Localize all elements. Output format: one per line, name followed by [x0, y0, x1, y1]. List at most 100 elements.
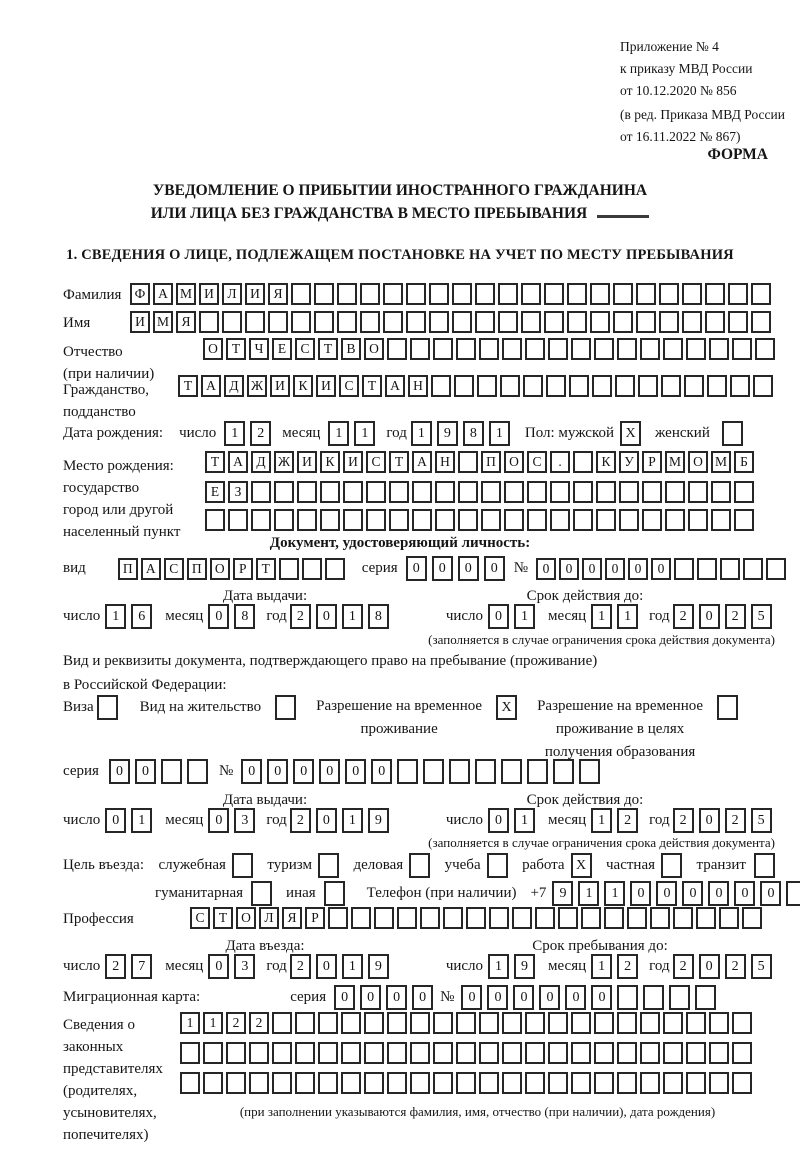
form-cell[interactable] — [686, 1072, 706, 1094]
form-cell[interactable] — [619, 509, 639, 531]
form-cell[interactable] — [410, 338, 430, 360]
form-cell[interactable]: С — [190, 907, 210, 929]
form-cell[interactable] — [638, 375, 658, 397]
form-cell[interactable] — [479, 1072, 499, 1094]
form-cell[interactable] — [525, 1072, 545, 1094]
form-cell[interactable] — [659, 283, 679, 305]
form-cell[interactable]: 0 — [457, 556, 479, 581]
form-cell[interactable]: 0 — [134, 759, 156, 784]
form-cell[interactable] — [397, 759, 419, 784]
form-cell[interactable] — [274, 481, 294, 503]
form-cell[interactable]: Т — [362, 375, 382, 397]
form-cell[interactable] — [682, 283, 702, 305]
form-cell[interactable] — [502, 1012, 522, 1034]
form-cell[interactable]: З — [228, 481, 248, 503]
form-cell[interactable] — [481, 509, 501, 531]
form-cell[interactable] — [636, 283, 656, 305]
form-cell[interactable] — [301, 557, 322, 580]
form-cell[interactable]: Я — [176, 311, 196, 333]
form-cell[interactable] — [160, 759, 182, 784]
form-cell[interactable] — [295, 1072, 315, 1094]
form-cell[interactable]: У — [619, 451, 639, 473]
form-cell[interactable] — [548, 1042, 568, 1064]
form-cell[interactable]: Т — [389, 451, 409, 473]
form-cell[interactable] — [663, 338, 683, 360]
form-cell[interactable] — [387, 1042, 407, 1064]
form-cell[interactable] — [412, 481, 432, 503]
form-cell[interactable] — [696, 907, 716, 929]
form-cell[interactable] — [452, 283, 472, 305]
form-cell[interactable]: 0 — [734, 881, 756, 906]
form-cell[interactable] — [594, 1072, 614, 1094]
form-cell[interactable]: С — [163, 557, 184, 580]
form-cell[interactable] — [443, 907, 463, 929]
form-cell[interactable]: 2 — [617, 808, 639, 833]
form-cell[interactable] — [423, 759, 445, 784]
form-cell[interactable]: Т — [178, 375, 198, 397]
form-cell[interactable] — [617, 985, 639, 1010]
form-cell[interactable]: О — [209, 557, 230, 580]
form-cell[interactable]: 0 — [315, 808, 337, 833]
form-cell[interactable] — [479, 1042, 499, 1064]
form-cell[interactable] — [475, 283, 495, 305]
form-cell[interactable] — [458, 509, 478, 531]
form-cell[interactable] — [544, 283, 564, 305]
form-cell[interactable]: С — [339, 375, 359, 397]
form-cell[interactable] — [669, 985, 691, 1010]
form-cell[interactable] — [674, 557, 694, 580]
form-cell[interactable] — [688, 509, 708, 531]
purpose-private-checkbox[interactable] — [661, 853, 683, 878]
purpose-work-checkbox[interactable]: X — [570, 853, 592, 878]
form-cell[interactable]: 0 — [208, 604, 230, 629]
form-cell[interactable] — [650, 907, 670, 929]
form-cell[interactable] — [479, 338, 499, 360]
form-cell[interactable]: М — [665, 451, 685, 473]
form-cell[interactable] — [742, 907, 762, 929]
form-cell[interactable] — [730, 375, 750, 397]
form-cell[interactable] — [673, 907, 693, 929]
form-cell[interactable] — [180, 1072, 200, 1094]
form-cell[interactable] — [663, 1072, 683, 1094]
form-cell[interactable] — [732, 338, 752, 360]
form-cell[interactable] — [640, 1042, 660, 1064]
form-cell[interactable] — [569, 375, 589, 397]
form-cell[interactable] — [504, 481, 524, 503]
form-cell[interactable] — [272, 1072, 292, 1094]
form-cell[interactable] — [686, 338, 706, 360]
form-cell[interactable]: 9 — [514, 954, 536, 979]
form-cell[interactable]: 1 — [514, 808, 536, 833]
form-cell[interactable]: С — [527, 451, 547, 473]
form-cell[interactable]: 0 — [386, 985, 408, 1010]
form-cell[interactable]: 1 — [591, 808, 613, 833]
form-cell[interactable]: 1 — [591, 604, 613, 629]
form-cell[interactable] — [686, 1012, 706, 1034]
form-cell[interactable] — [596, 481, 616, 503]
form-cell[interactable]: В — [341, 338, 361, 360]
form-cell[interactable] — [429, 311, 449, 333]
form-cell[interactable] — [479, 1012, 499, 1034]
form-cell[interactable]: 0 — [698, 808, 720, 833]
form-cell[interactable] — [324, 557, 345, 580]
form-cell[interactable] — [475, 759, 497, 784]
form-cell[interactable]: Т — [205, 451, 225, 473]
form-cell[interactable] — [617, 1042, 637, 1064]
form-cell[interactable] — [272, 1042, 292, 1064]
form-cell[interactable] — [617, 1072, 637, 1094]
form-cell[interactable] — [435, 509, 455, 531]
form-cell[interactable] — [571, 1042, 591, 1064]
form-cell[interactable] — [709, 1072, 729, 1094]
form-cell[interactable]: 2 — [617, 954, 639, 979]
form-cell[interactable] — [734, 509, 754, 531]
form-cell[interactable] — [228, 509, 248, 531]
form-cell[interactable] — [406, 311, 426, 333]
form-cell[interactable]: 0 — [628, 557, 648, 580]
form-cell[interactable] — [274, 509, 294, 531]
form-cell[interactable]: 9 — [367, 808, 389, 833]
form-cell[interactable] — [613, 283, 633, 305]
form-cell[interactable]: 5 — [750, 808, 772, 833]
form-cell[interactable]: М — [176, 283, 196, 305]
form-cell[interactable]: И — [297, 451, 317, 473]
form-cell[interactable]: А — [412, 451, 432, 473]
form-cell[interactable] — [314, 311, 334, 333]
form-cell[interactable] — [686, 1042, 706, 1064]
